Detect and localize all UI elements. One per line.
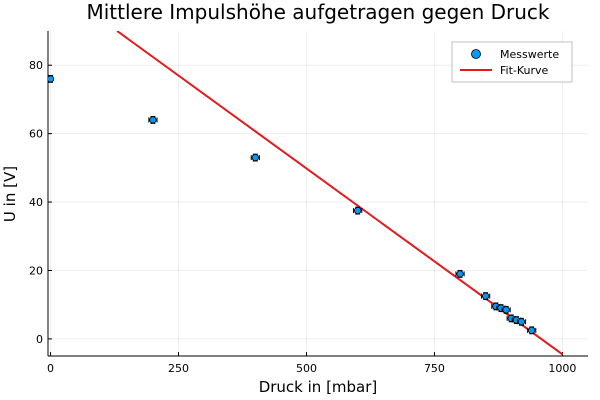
x-tick-label: 500 <box>296 362 317 375</box>
messwerte-marker <box>251 153 259 162</box>
fit-curve-line <box>116 31 563 356</box>
legend-label: Messwerte <box>500 48 559 61</box>
data-point <box>250 153 260 162</box>
data-point <box>353 206 363 215</box>
messwerte-marker <box>517 318 526 326</box>
y-tick-label: 60 <box>29 128 43 141</box>
y-tick-label: 0 <box>36 333 43 346</box>
data-point <box>48 74 55 83</box>
legend: Messwerte Fit-Kurve <box>451 41 573 83</box>
legend-marker-icon <box>471 49 481 59</box>
messwerte-marker <box>482 292 490 300</box>
y-tick-label: 20 <box>29 264 43 277</box>
data-point <box>455 269 465 278</box>
messwerte-marker <box>149 116 157 124</box>
data-point <box>148 116 158 124</box>
chart-title: Mittlere Impulshöhe aufgetragen gegen Dr… <box>86 0 549 24</box>
messwerte-marker <box>456 270 464 278</box>
legend-box <box>451 41 573 83</box>
data-point <box>481 292 491 301</box>
plot-area <box>48 31 563 356</box>
axes <box>47 31 588 357</box>
data-point <box>516 317 527 326</box>
messwerte-marker <box>502 306 510 314</box>
messwerte-marker <box>354 207 362 215</box>
x-tick-label: 250 <box>168 362 189 375</box>
y-tick-label: 40 <box>29 196 43 209</box>
data-point <box>501 305 511 314</box>
x-axis-label: Druck in [mbar] <box>259 378 378 396</box>
messwerte-marker <box>48 75 55 83</box>
x-tick-label: 750 <box>424 362 445 375</box>
data-point <box>527 326 537 335</box>
y-axis-label: U in [V] <box>1 166 19 222</box>
y-tick-label: 80 <box>29 59 43 72</box>
x-tick-label: 1000 <box>548 362 576 375</box>
legend-label: Fit-Kurve <box>500 64 549 77</box>
messwerte-marker <box>528 326 536 334</box>
x-tick-label: 0 <box>47 362 54 375</box>
tick-labels: 0 250 500 750 1000 0 20 40 60 80 <box>29 59 576 375</box>
